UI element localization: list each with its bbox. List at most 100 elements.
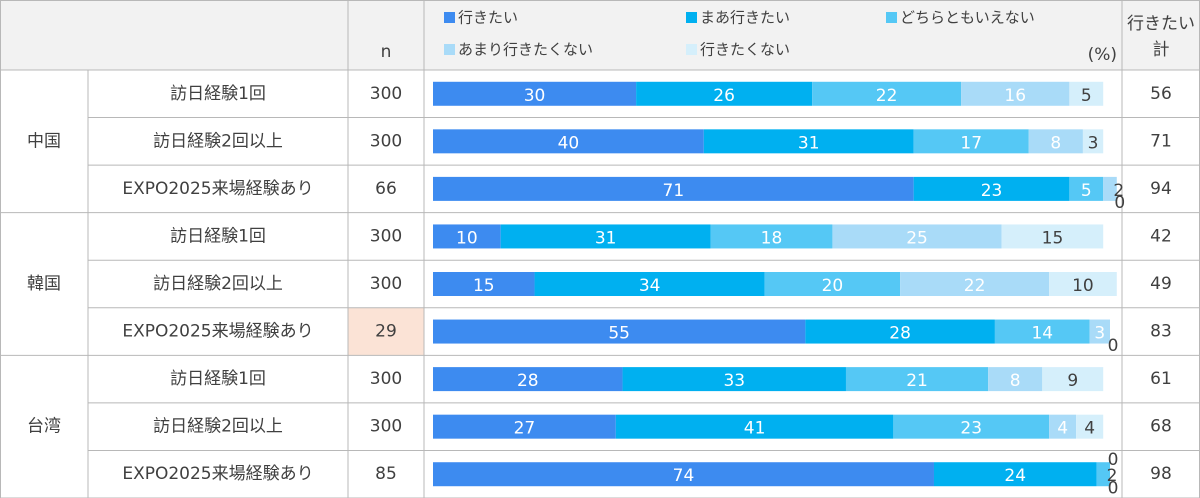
bar-label: 10 bbox=[1072, 276, 1094, 296]
total-value: 61 bbox=[1150, 369, 1172, 389]
bar-segment bbox=[433, 319, 806, 344]
bar-segment bbox=[893, 414, 1050, 439]
bar-label: 25 bbox=[906, 228, 928, 248]
bar-segment bbox=[845, 367, 989, 392]
bar-segment bbox=[832, 224, 1002, 249]
bar-label: 28 bbox=[889, 324, 911, 344]
legend-label: まあ行きたい bbox=[700, 9, 790, 27]
bar-label: 3 bbox=[1088, 133, 1099, 153]
total-value: 94 bbox=[1150, 179, 1172, 199]
n-value: 300 bbox=[370, 226, 402, 246]
bar-label: 0 bbox=[1108, 336, 1119, 356]
legend-swatch bbox=[444, 12, 455, 23]
n-value: 85 bbox=[375, 464, 397, 484]
bar-label: 15 bbox=[1042, 228, 1064, 248]
bar-segment bbox=[988, 367, 1043, 392]
row-label: 訪日経験2回以上 bbox=[153, 274, 283, 294]
total-header: 計 bbox=[1153, 40, 1170, 60]
bar-segment bbox=[961, 81, 1070, 106]
bar-label: 28 bbox=[517, 371, 539, 391]
bar-label: 0 bbox=[1108, 450, 1119, 470]
bar-label: 74 bbox=[673, 466, 695, 486]
bar-label: 71 bbox=[663, 181, 685, 201]
n-value: 300 bbox=[370, 417, 402, 437]
bar-label: 33 bbox=[723, 371, 745, 391]
bar-label: 26 bbox=[713, 86, 735, 106]
bar-segment bbox=[636, 81, 813, 106]
bar-label: 15 bbox=[473, 276, 495, 296]
bar-segment bbox=[1028, 129, 1083, 154]
total-value: 56 bbox=[1150, 84, 1172, 104]
bar-label: 2 bbox=[1113, 181, 1124, 201]
bar-label: 16 bbox=[1004, 86, 1026, 106]
bar-segment bbox=[805, 319, 995, 344]
bar-label: 22 bbox=[876, 86, 898, 106]
bar-segment bbox=[1089, 319, 1110, 344]
bar-segment bbox=[433, 462, 934, 487]
bar-label: 27 bbox=[514, 419, 536, 439]
bar-segment bbox=[622, 367, 846, 392]
total-value: 49 bbox=[1150, 274, 1172, 294]
bar-label: 20 bbox=[822, 276, 844, 296]
row-label: EXPO2025来場経験あり bbox=[122, 179, 313, 199]
total-value: 68 bbox=[1150, 417, 1172, 437]
bar-label: 34 bbox=[639, 276, 661, 296]
row-label: 訪日経験1回 bbox=[170, 226, 266, 246]
bar-segment bbox=[1076, 414, 1104, 439]
legend-swatch bbox=[686, 12, 697, 23]
group-label: 韓国 bbox=[27, 274, 61, 294]
bar-label: 8 bbox=[1010, 371, 1021, 391]
total-value: 71 bbox=[1150, 131, 1172, 151]
bar-segment bbox=[933, 462, 1097, 487]
highlight-cell bbox=[348, 307, 424, 356]
row-label: 訪日経験2回以上 bbox=[153, 131, 283, 151]
legend-swatch bbox=[444, 44, 455, 55]
bar-label: 23 bbox=[981, 181, 1003, 201]
row-label: 訪日経験2回以上 bbox=[153, 417, 283, 437]
legend-swatch bbox=[886, 12, 897, 23]
group-label: 台湾 bbox=[27, 417, 61, 437]
row-label: EXPO2025来場経験あり bbox=[122, 322, 313, 342]
legend-label: あまり行きたくない bbox=[458, 41, 593, 59]
bar-segment bbox=[433, 81, 637, 106]
bar-segment bbox=[1082, 129, 1104, 154]
bar-segment bbox=[1042, 367, 1104, 392]
bar-segment bbox=[764, 272, 901, 296]
bar-label: 8 bbox=[1050, 133, 1061, 153]
bar-segment bbox=[433, 129, 704, 154]
bar-segment bbox=[433, 224, 501, 249]
bar-segment bbox=[1069, 176, 1104, 201]
bar-label: 18 bbox=[761, 228, 783, 248]
n-value: 29 bbox=[375, 322, 397, 342]
unit-label: (%) bbox=[1088, 45, 1117, 65]
total-header: 行きたい bbox=[1127, 14, 1195, 34]
bar-segment bbox=[1049, 414, 1077, 439]
bar-segment bbox=[913, 176, 1070, 201]
n-value: 300 bbox=[370, 84, 402, 104]
bar-label: 5 bbox=[1081, 86, 1092, 106]
bar-segment bbox=[812, 81, 962, 106]
legend-label: 行きたい bbox=[458, 9, 518, 27]
n-value: 300 bbox=[370, 131, 402, 151]
bar-label: 5 bbox=[1081, 181, 1092, 201]
bar-segment bbox=[1069, 81, 1104, 106]
bar-label: 22 bbox=[964, 276, 986, 296]
bar-segment bbox=[710, 224, 833, 249]
bar-label: 10 bbox=[456, 228, 478, 248]
legend-label: 行きたくない bbox=[700, 41, 790, 59]
bar-label: 14 bbox=[1031, 324, 1053, 344]
bar-label: 9 bbox=[1067, 371, 1078, 391]
bar-label: 55 bbox=[608, 324, 630, 344]
bar-label: 4 bbox=[1084, 419, 1095, 439]
n-value: 300 bbox=[370, 369, 402, 389]
row-label: 訪日経験1回 bbox=[170, 369, 266, 389]
bar-label: 3 bbox=[1094, 324, 1105, 344]
n-header: n bbox=[381, 42, 392, 62]
bar-label: 30 bbox=[524, 86, 546, 106]
bar-segment bbox=[913, 129, 1029, 154]
bar-label: 41 bbox=[744, 419, 766, 439]
bar-label: 31 bbox=[798, 133, 820, 153]
bar-segment bbox=[1103, 176, 1117, 201]
bar-segment bbox=[994, 319, 1090, 344]
